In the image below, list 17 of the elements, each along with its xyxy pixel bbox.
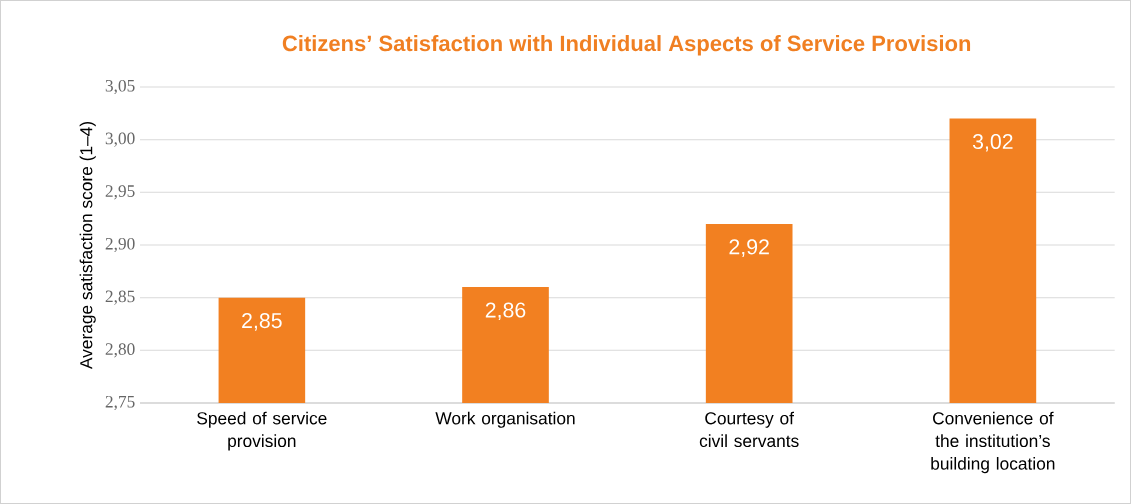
- data-label: 3,02: [972, 133, 1013, 152]
- x-tick-label: Work organisation: [435, 411, 575, 428]
- y-tick-label: 2,80: [105, 343, 135, 358]
- y-tick-label: 2,85: [105, 290, 135, 305]
- data-label: 2,85: [242, 313, 282, 331]
- data-label: 2,86: [485, 302, 526, 321]
- x-tick-label: Convenience of the institution’s building location: [931, 411, 1055, 474]
- y-axis-title: Average satisfaction score (1–4): [79, 121, 96, 370]
- y-tick-label: 2,90: [105, 237, 135, 253]
- x-tick-label: Speed of service provision: [197, 411, 327, 451]
- chart-title: Citizens’ Satisfaction with Individual Aspects of Service Provision: [282, 35, 971, 56]
- x-tick-label: Courtesy of civil servants: [699, 411, 799, 448]
- y-tick-label: 2,95: [105, 185, 135, 200]
- y-tick-label: 3,05: [105, 79, 135, 95]
- y-tick-label: 2,75: [105, 395, 135, 411]
- data-label: 2,92: [729, 239, 769, 257]
- y-tick-label: 3,00: [105, 132, 135, 147]
